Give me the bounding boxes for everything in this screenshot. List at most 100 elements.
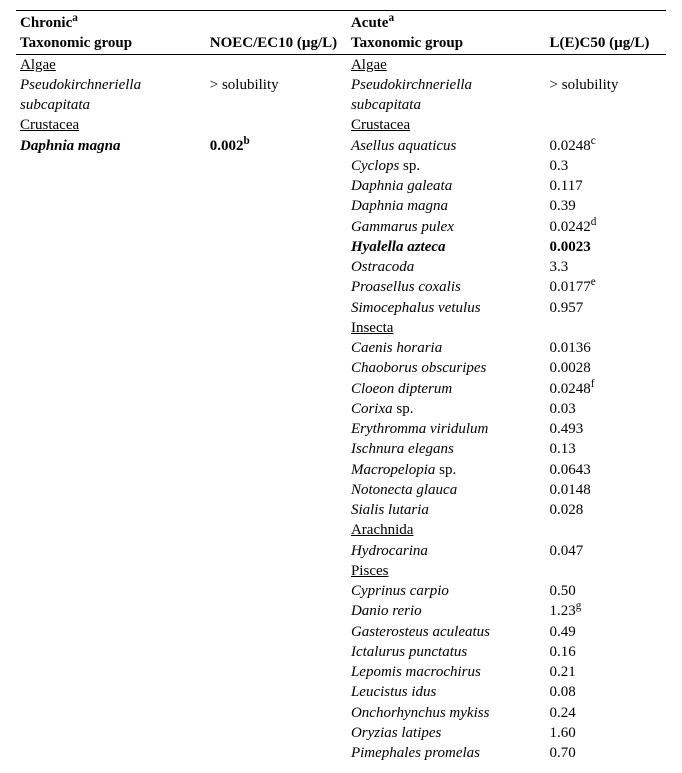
value: 0.0023 xyxy=(550,239,591,255)
right-tax-cell: Cyprinus carpio xyxy=(347,581,546,601)
right-tax-cell: Gammarus pulex xyxy=(347,217,546,237)
right-tax-cell: Proasellus coxalis xyxy=(347,277,546,297)
left-tax-cell xyxy=(16,662,206,682)
right-val-cell: 0.028 xyxy=(546,500,666,520)
species-name: Sialis lutaria xyxy=(351,502,429,518)
left-val-cell xyxy=(206,601,347,621)
left-tax-cell xyxy=(16,480,206,500)
value: 0.0028 xyxy=(550,360,591,376)
value: 0.117 xyxy=(550,178,583,194)
species-name: Asellus aquaticus xyxy=(351,138,456,154)
right-tax-cell: Ischnura elegans xyxy=(347,439,546,459)
left-val-cell xyxy=(206,520,347,540)
col-header-tax-left: Taxonomic group xyxy=(16,33,206,54)
species-name: Gammarus pulex xyxy=(351,219,454,235)
species-name: Oryzias latipes xyxy=(351,725,441,741)
left-tax-cell xyxy=(16,682,206,702)
left-val-cell xyxy=(206,257,347,277)
right-val-cell: 0.0248f xyxy=(546,379,666,399)
right-val-cell: 0.16 xyxy=(546,642,666,662)
value: 0.0136 xyxy=(550,340,591,356)
right-tax-cell: Leucistus idus xyxy=(347,682,546,702)
right-val-cell: > solubility xyxy=(546,75,666,95)
left-val-cell xyxy=(206,723,347,743)
left-tax-cell xyxy=(16,358,206,378)
right-tax-cell: Notonecta glauca xyxy=(347,480,546,500)
col-header-acute-metric: L(E)C50 (µg/L) xyxy=(546,33,666,54)
right-tax-cell: Ostracoda xyxy=(347,257,546,277)
left-val-cell xyxy=(206,196,347,216)
right-tax-cell: Asellus aquaticus xyxy=(347,136,546,156)
value: 0.0177 xyxy=(550,279,591,295)
left-val-cell xyxy=(206,581,347,601)
right-val-cell xyxy=(546,95,666,115)
right-val-cell: 0.0148 xyxy=(546,480,666,500)
right-val-cell: 1.60 xyxy=(546,723,666,743)
right-val-cell: 0.24 xyxy=(546,703,666,723)
right-val-cell: 0.3 xyxy=(546,156,666,176)
left-tax-cell xyxy=(16,217,206,237)
right-tax-cell: Oryzias latipes xyxy=(347,723,546,743)
right-tax-cell: Pimephales promelas xyxy=(347,743,546,763)
left-val-cell xyxy=(206,156,347,176)
right-val-cell: 0.047 xyxy=(546,541,666,561)
species-name: Lepomis macrochirus xyxy=(351,664,481,680)
right-val-cell: 0.50 xyxy=(546,581,666,601)
value-sup: f xyxy=(591,378,595,390)
left-tax-cell xyxy=(16,743,206,763)
left-tax-cell xyxy=(16,257,206,277)
species-name: Ischnura elegans xyxy=(351,441,454,457)
value: 0.028 xyxy=(550,502,584,518)
toxicity-table: Chronica Acutea Taxonomic group NOEC/EC1… xyxy=(16,10,666,763)
left-tax-cell xyxy=(16,642,206,662)
left-val-cell xyxy=(206,682,347,702)
value: 3.3 xyxy=(550,259,569,275)
chronic-label: Chronic xyxy=(20,15,72,31)
value: 0.21 xyxy=(550,664,576,680)
value: > solubility xyxy=(550,77,619,93)
right-tax-cell: Crustacea xyxy=(347,115,546,135)
species-name: Arachnida xyxy=(351,522,413,538)
left-tax-cell xyxy=(16,581,206,601)
left-val-cell xyxy=(206,54,347,75)
daphnia-magna-sup: b xyxy=(244,135,250,147)
right-tax-cell: Hyalella azteca xyxy=(347,237,546,257)
left-tax-cell xyxy=(16,561,206,581)
species-post: sp. xyxy=(393,401,414,417)
value: 0.3 xyxy=(550,158,569,174)
right-val-cell: 0.08 xyxy=(546,682,666,702)
left-tax-cell: subcapitata xyxy=(16,95,206,115)
left-tax-cell xyxy=(16,237,206,257)
right-val-cell xyxy=(546,318,666,338)
left-tax-cell: Algae xyxy=(16,54,206,75)
right-tax-cell: Cloeon dipterum xyxy=(347,379,546,399)
left-val-cell xyxy=(206,298,347,318)
pseudo-left-2: subcapitata xyxy=(20,97,90,113)
left-val-cell xyxy=(206,703,347,723)
crustacea-heading-left: Crustacea xyxy=(20,117,79,133)
species-post: sp. xyxy=(435,462,456,478)
left-val-cell xyxy=(206,500,347,520)
right-val-cell: 0.0643 xyxy=(546,460,666,480)
species-name: Leucistus idus xyxy=(351,684,436,700)
value: 0.70 xyxy=(550,745,576,761)
left-val-cell xyxy=(206,358,347,378)
left-tax-cell xyxy=(16,460,206,480)
species-name: Ostracoda xyxy=(351,259,414,275)
species-name: Cyclops xyxy=(351,158,399,174)
left-val-cell xyxy=(206,399,347,419)
species-name: Hyalella azteca xyxy=(351,239,446,255)
species-post: sp. xyxy=(399,158,420,174)
left-tax-cell xyxy=(16,703,206,723)
right-tax-cell: Corixa sp. xyxy=(347,399,546,419)
left-val-cell: > solubility xyxy=(206,75,347,95)
species-name: Danio rerio xyxy=(351,603,422,619)
left-tax-cell: Pseudokirchneriella xyxy=(16,75,206,95)
species-name: Pimephales promelas xyxy=(351,745,480,761)
species-name: Proasellus coxalis xyxy=(351,279,461,295)
right-tax-cell: Chaoborus obscuripes xyxy=(347,358,546,378)
left-val-cell xyxy=(206,338,347,358)
daphnia-magna-left: Daphnia magna xyxy=(20,138,120,154)
value: 0.50 xyxy=(550,583,576,599)
right-tax-cell: Daphnia magna xyxy=(347,196,546,216)
